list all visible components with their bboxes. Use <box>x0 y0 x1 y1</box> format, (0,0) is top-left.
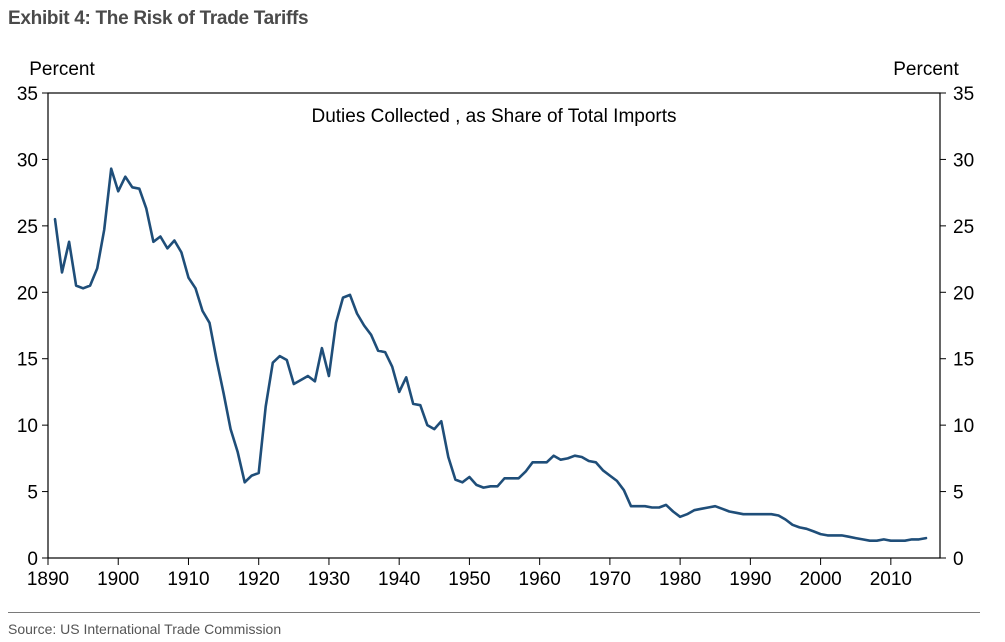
x-tick-label: 1940 <box>378 569 420 590</box>
y-tick-label-left: 10 <box>17 416 38 437</box>
x-tick-label: 1950 <box>448 569 490 590</box>
y-tick-label-left: 5 <box>27 483 38 504</box>
x-tick-label: 1910 <box>167 569 209 590</box>
x-tick-label: 2010 <box>870 569 912 590</box>
x-tick-label: 1980 <box>659 569 701 590</box>
y-tick-label-right: 20 <box>953 283 974 304</box>
y-tick-label-left: 20 <box>17 283 38 304</box>
y-tick-label-right: 10 <box>953 416 974 437</box>
y-tick-label-left: 15 <box>17 350 38 371</box>
chart-title: Duties Collected , as Share of Total Imp… <box>311 106 676 127</box>
y-tick-label-right: 25 <box>953 217 974 238</box>
y-tick-label-left: 25 <box>17 217 38 238</box>
x-tick-label: 1890 <box>27 569 69 590</box>
y-axis-label-left: Percent <box>29 59 95 80</box>
y-tick-label-right: 0 <box>953 549 964 570</box>
y-tick-label-right: 5 <box>953 483 964 504</box>
x-tick-label: 1900 <box>97 569 139 590</box>
source-note: Source: US International Trade Commissio… <box>8 621 282 637</box>
x-tick-label: 1990 <box>729 569 771 590</box>
x-tick-label: 2000 <box>799 569 841 590</box>
axes-layer: 0 0 5 5 10 10 15 15 20 20 25 25 30 30 35 35 1890 1900 1910… <box>17 84 974 590</box>
source-divider <box>8 612 980 613</box>
y-axis-label-right: Percent <box>893 59 959 80</box>
y-tick-label-left: 35 <box>17 84 38 105</box>
x-tick-label: 1920 <box>238 569 280 590</box>
y-tick-label-left: 0 <box>27 549 38 570</box>
x-tick-label: 1970 <box>589 569 631 590</box>
y-tick-label-right: 15 <box>953 350 974 371</box>
exhibit-title: Exhibit 4: The Risk of Trade Tariffs <box>8 8 309 29</box>
series-line <box>53 167 928 542</box>
x-tick-label: 1960 <box>519 569 561 590</box>
y-tick-label-right: 30 <box>953 150 974 171</box>
y-tick-label-left: 30 <box>17 150 38 171</box>
plot-frame <box>47 92 941 559</box>
x-tick-label: 1930 <box>308 569 350 590</box>
y-tick-label-right: 35 <box>953 84 974 105</box>
